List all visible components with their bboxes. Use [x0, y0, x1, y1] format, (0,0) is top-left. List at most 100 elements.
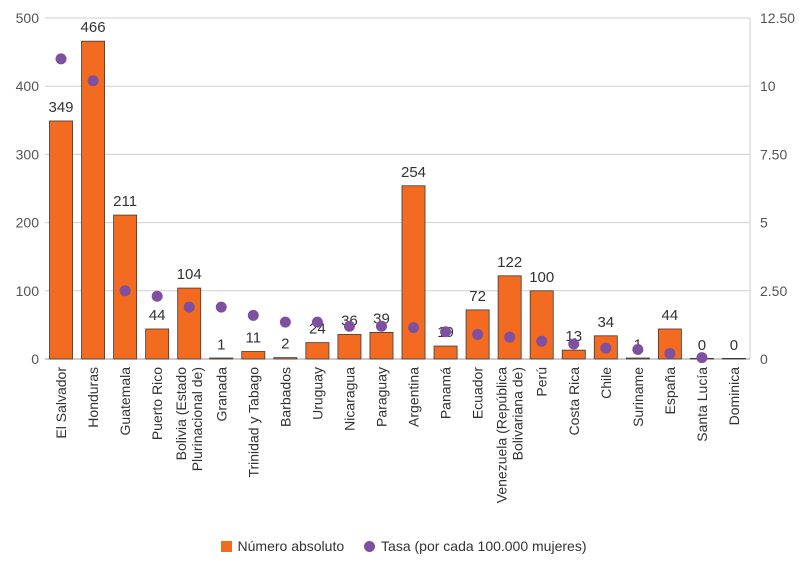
bar-value-label: 0	[698, 337, 706, 354]
category-label: Venezuela (RepúblicaBolivariana de)	[494, 367, 526, 503]
y-tick-label: 300	[16, 146, 40, 162]
y-tick-label: 100	[16, 283, 40, 299]
bar	[529, 290, 554, 360]
bar-value-label: 34	[597, 314, 614, 331]
rate-dot	[664, 348, 676, 360]
category-label-line: Trinidad y Tabago	[245, 367, 261, 478]
rate-dot	[504, 331, 516, 343]
legend-label-dot: Tasa (por cada 100.000 mujeres)	[381, 538, 587, 554]
category-label-line: Nicaragua	[341, 367, 357, 431]
bar-value-label: 44	[662, 307, 679, 324]
bar	[49, 120, 73, 360]
bar	[625, 357, 650, 360]
bar	[369, 332, 394, 360]
bar	[433, 345, 458, 360]
y2-tick-label: 12.50	[760, 10, 795, 26]
category-label: Ecuador	[470, 367, 486, 419]
bar-value-label: 11	[246, 329, 262, 346]
legend-item-dot: Tasa (por cada 100.000 mujeres)	[364, 538, 586, 554]
category-label-line: Santa Lucía	[694, 367, 710, 442]
category-label: Bolivia (EstadoPlurinacional de)	[173, 367, 205, 471]
bars	[49, 40, 746, 360]
dots	[55, 53, 708, 364]
bar-value-label: 104	[177, 266, 202, 283]
rate-dot	[247, 309, 259, 321]
category-label-line: Suriname	[630, 367, 646, 427]
category-label: España	[662, 367, 678, 415]
y2-tick-label: 5	[760, 215, 768, 231]
category-label-line: Dominica	[726, 367, 742, 426]
category-label-line: Chile	[598, 367, 614, 399]
category-label: Perú	[534, 367, 550, 397]
category-labels: El Salvador Honduras Guatemala Puerto Rico B…	[53, 367, 742, 504]
rate-dot	[55, 53, 67, 65]
bar	[561, 349, 586, 360]
bar	[337, 334, 362, 360]
rate-dot	[183, 301, 195, 313]
rate-dot	[375, 320, 387, 332]
right-axis: 0 2.50 5 7.50 10 12.50	[760, 10, 795, 367]
y-tick-label: 500	[16, 10, 40, 26]
bar-labels: 3494662114410411122436392541972122100133…	[49, 19, 739, 354]
category-label: El Salvador	[53, 367, 69, 439]
legend-swatch-dot	[364, 540, 376, 552]
legend-item-bar: Número absoluto	[220, 538, 345, 554]
rate-dot	[440, 326, 452, 338]
rate-dot	[600, 342, 612, 354]
legend-swatch-bar	[220, 540, 232, 552]
bar	[722, 357, 746, 360]
bar-value-label: 2	[281, 336, 289, 353]
rate-dot	[119, 285, 131, 297]
legend-label-bar: Número absoluto	[237, 538, 345, 554]
bar	[209, 357, 234, 360]
y-tick-label: 200	[16, 215, 40, 231]
bar-value-label: 1	[217, 336, 225, 353]
category-label-line: Granada	[213, 367, 229, 422]
category-label: Panamá	[438, 367, 454, 419]
bar	[497, 275, 522, 360]
category-label: Costa Rica	[566, 367, 582, 436]
legend: Número absoluto Tasa (por cada 100.000 m…	[0, 538, 807, 555]
rate-dot	[472, 328, 484, 340]
category-label-line: Paraguay	[373, 367, 389, 427]
left-axis: 0 100 200 300 400 500	[16, 10, 40, 367]
bar-value-label: 72	[469, 288, 486, 305]
bar-value-label: 122	[497, 254, 522, 271]
bar-value-label: 349	[49, 99, 74, 116]
category-label: Argentina	[406, 367, 422, 427]
category-label-line: Costa Rica	[566, 367, 582, 436]
rate-dot	[536, 335, 548, 347]
bar-value-label: 44	[149, 307, 166, 324]
bar	[401, 185, 426, 360]
rate-dot	[151, 290, 163, 302]
category-label-line: Plurinacional de)	[189, 367, 205, 471]
bar-value-label: 466	[81, 19, 106, 36]
rate-dot	[311, 316, 323, 328]
bar-value-label: 211	[113, 193, 137, 210]
category-label: Chile	[598, 367, 614, 399]
rate-dot	[87, 75, 99, 87]
category-label-line: Honduras	[85, 367, 101, 428]
category-label-line: Argentina	[406, 367, 422, 427]
bar	[241, 351, 266, 360]
category-label-line: Guatemala	[117, 367, 133, 436]
bar-value-label: 254	[401, 164, 426, 181]
bar	[145, 328, 170, 360]
y2-tick-label: 7.50	[760, 146, 787, 162]
rate-dot	[343, 320, 355, 332]
category-label: Dominica	[726, 367, 742, 426]
category-label-line: Ecuador	[470, 367, 486, 419]
category-label: Uruguay	[309, 367, 325, 420]
y-tick-label: 0	[31, 351, 39, 367]
category-label-line: Bolivariana de)	[510, 367, 526, 460]
category-label-line: Perú	[534, 367, 550, 397]
rate-dot	[568, 338, 580, 350]
rate-dot	[696, 352, 708, 364]
bar-value-label: 100	[529, 269, 554, 286]
bar	[273, 357, 298, 360]
category-label-line: Bolivia (Estado	[173, 367, 189, 461]
rate-dot	[408, 322, 420, 334]
category-label: Trinidad y Tabago	[245, 367, 261, 478]
bar	[305, 342, 330, 360]
